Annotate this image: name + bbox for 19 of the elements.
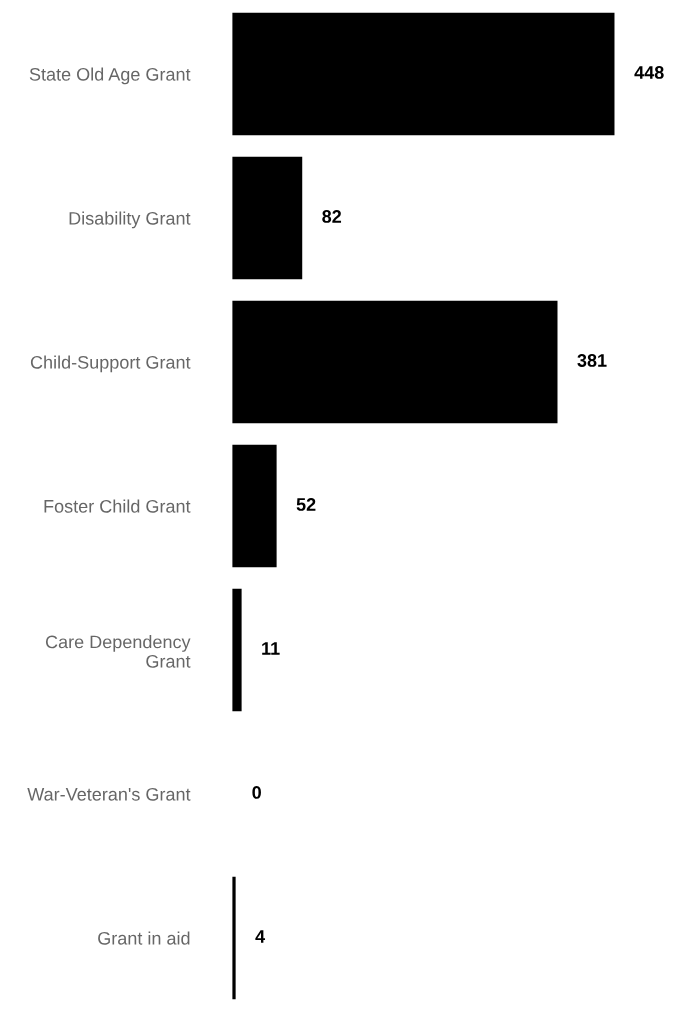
data-label: 0 bbox=[252, 786, 261, 799]
bar bbox=[232, 588, 242, 712]
data-label: 82 bbox=[322, 210, 342, 223]
bar bbox=[232, 12, 615, 136]
y-tick-label: War-Veteran's Grant bbox=[27, 787, 191, 801]
y-tick-label: State Old Age Grant bbox=[29, 67, 191, 85]
bar bbox=[232, 444, 277, 568]
y-tick-label: Care Dependency Grant bbox=[45, 635, 191, 668]
y-tick-label: Child-Support Grant bbox=[30, 355, 191, 373]
data-label: 52 bbox=[296, 498, 316, 511]
data-label: 4 bbox=[255, 930, 266, 943]
bar bbox=[232, 156, 303, 280]
data-label: 11 bbox=[262, 642, 280, 655]
data-label: 448 bbox=[634, 66, 664, 79]
bar bbox=[232, 300, 558, 424]
y-tick-label: Grant in aid bbox=[98, 931, 190, 945]
data-label: 381 bbox=[577, 354, 607, 367]
y-tick-label: Disability Grant bbox=[69, 211, 191, 229]
y-tick-label: Foster Child Grant bbox=[44, 499, 191, 513]
